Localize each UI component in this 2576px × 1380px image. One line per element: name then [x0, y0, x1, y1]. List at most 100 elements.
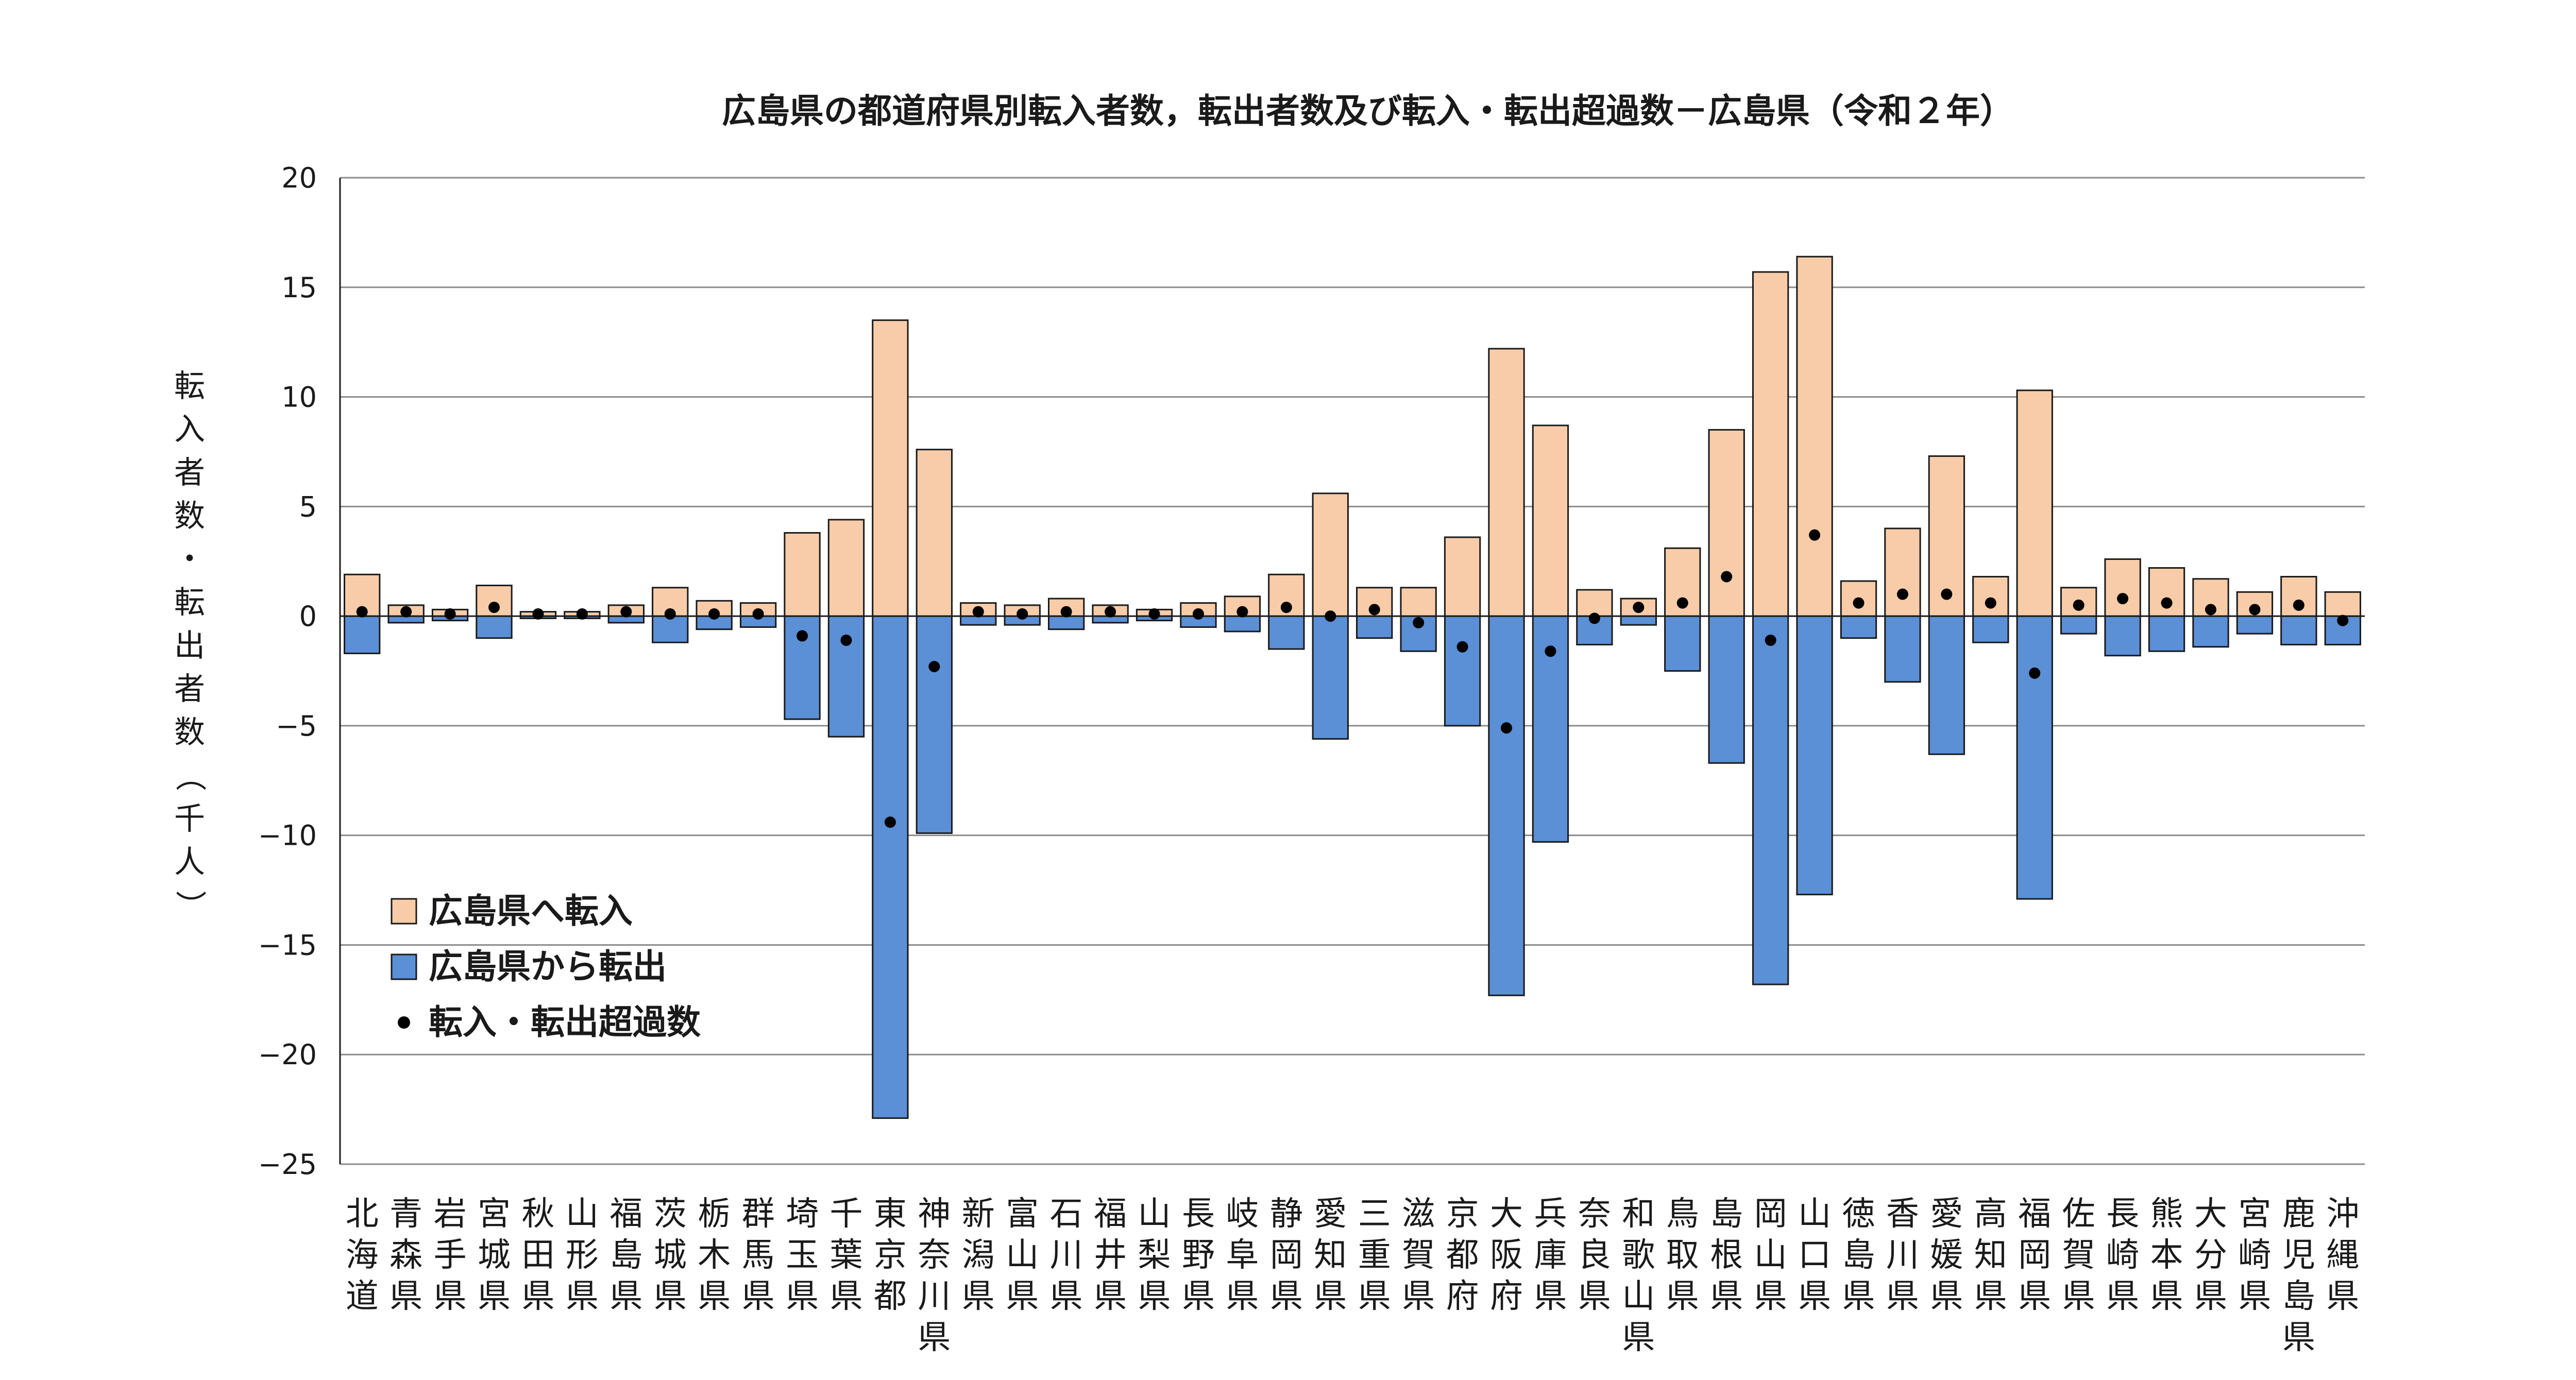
y-tick-label: 15 [281, 271, 317, 304]
net-dot [1501, 722, 1513, 734]
x-category-label: 鹿児島県 [2282, 1195, 2315, 1357]
bar-out [2104, 615, 2141, 657]
y-tick-labels: 20 15 10 5 0 −5 −10 −15 −20 −25 [258, 162, 317, 1181]
bar-out [1444, 615, 1481, 727]
y-tick-label: −10 [258, 820, 317, 852]
net-dot [1896, 588, 1908, 600]
bar-in [1972, 576, 2009, 617]
bar-in [872, 319, 909, 617]
net-dot [1368, 604, 1380, 616]
net-dot [1853, 597, 1865, 609]
bar-out [2016, 615, 2053, 900]
bar-in [1576, 589, 1613, 617]
y-tick-label: 0 [299, 600, 317, 633]
x-category-label: 熊本県 [2150, 1195, 2183, 1316]
net-dot [796, 630, 808, 642]
net-dot [840, 634, 852, 646]
net-dot [400, 606, 412, 618]
net-dot [1413, 617, 1425, 628]
x-category-label: 秋田県 [521, 1195, 554, 1316]
x-category-label: 富山県 [1006, 1195, 1039, 1316]
net-dot [1236, 606, 1248, 618]
y-axis-label-char: 数 [174, 498, 205, 534]
net-dot [884, 816, 896, 828]
y-axis-label-char: ・ [174, 541, 205, 577]
y-axis-label-char: 転 [174, 368, 205, 404]
x-category-label: 高知県 [1974, 1195, 2007, 1316]
x-category-label: 京都府 [1446, 1195, 1479, 1316]
y-tick-label: −5 [276, 710, 317, 742]
y-tick-label: −25 [258, 1148, 317, 1181]
net-dot [1192, 608, 1204, 620]
net-dot [488, 602, 500, 614]
x-category-label: 佐賀県 [2062, 1195, 2095, 1316]
net-dot [2029, 667, 2041, 679]
bar-in [2324, 591, 2361, 617]
net-dot [2293, 599, 2304, 611]
net-dot [576, 608, 588, 620]
bar-out [1356, 615, 1393, 639]
legend-dot [398, 1016, 410, 1029]
net-dot [2249, 604, 2261, 616]
x-category-label: 鳥取県 [1666, 1195, 1699, 1316]
y-axis-label-char: 人 [174, 844, 205, 880]
net-dot [1676, 597, 1688, 609]
x-category-label: 青森県 [389, 1195, 422, 1316]
bar-out [2324, 615, 2361, 645]
net-dot [2205, 604, 2216, 616]
net-dot [532, 608, 544, 620]
bar-out [827, 615, 865, 738]
y-tick-label: 10 [281, 381, 317, 414]
bar-out [1928, 615, 1965, 755]
bars [344, 255, 2361, 1119]
x-category-label: 山口県 [1798, 1195, 1831, 1316]
x-category-label: 長崎県 [2106, 1195, 2139, 1316]
net-dot [2073, 599, 2084, 611]
y-axis-label-char: 者 [174, 671, 205, 707]
y-tick-label: 20 [281, 162, 317, 194]
net-dot [2161, 597, 2173, 609]
bar-in [1796, 255, 1833, 617]
x-category-label: 岐阜県 [1226, 1195, 1259, 1316]
y-axis-label-char: 千 [174, 801, 205, 837]
net-dots [356, 529, 2349, 828]
bar-in [1752, 271, 1789, 617]
legend-swatch [391, 953, 417, 980]
net-dot [1588, 612, 1600, 624]
y-axis-label-char: ） [172, 890, 208, 921]
net-dot [1765, 634, 1776, 646]
bar-out [476, 615, 513, 639]
x-category-label: 沖縄県 [2326, 1195, 2359, 1316]
bar-out [2236, 615, 2274, 635]
x-category-label: 和歌山県 [1622, 1195, 1655, 1357]
x-category-label: 栃木県 [698, 1195, 731, 1316]
bar-out [1224, 615, 1261, 633]
net-dot [1148, 608, 1160, 620]
x-category-label: 石川県 [1050, 1195, 1083, 1316]
x-category-label: 東京都 [874, 1195, 907, 1316]
bar-in [2104, 558, 2141, 617]
bar-out [1488, 615, 1525, 996]
x-category-label: 奈良県 [1578, 1195, 1611, 1316]
bar-in [784, 532, 821, 617]
x-category-labels: 北海道青森県岩手県宮城県秋田県山形県福島県茨城県栃木県群馬県埼玉県千葉県東京都神… [346, 1195, 2360, 1357]
bar-out [2060, 615, 2097, 635]
x-category-label: 三重県 [1358, 1195, 1391, 1316]
net-dot [356, 606, 368, 618]
x-category-label: 埼玉県 [786, 1195, 819, 1316]
x-category-label: 香川県 [1886, 1195, 1919, 1316]
bar-in [1884, 527, 1921, 617]
y-axis-label: 転入者数・転出者数（千人） [172, 368, 208, 921]
legend-label: 転入・転出超過数 [429, 1002, 701, 1042]
gridlines [339, 177, 2365, 1165]
bar-out [1312, 615, 1349, 740]
net-dot [1280, 602, 1292, 614]
bar-out [1708, 615, 1745, 764]
x-category-label: 滋賀県 [1402, 1195, 1435, 1316]
bar-out [344, 615, 381, 654]
bar-out [1972, 615, 2009, 643]
y-axis-label-char: （ [172, 760, 208, 791]
x-category-label: 島根県 [1710, 1195, 1743, 1316]
